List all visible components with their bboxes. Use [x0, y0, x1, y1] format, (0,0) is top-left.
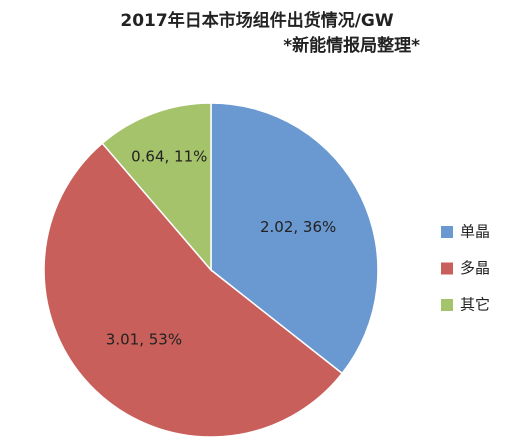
pie-slice — [210, 102, 379, 375]
chart-subtitle: *新能情报局整理* — [283, 35, 420, 56]
legend-swatch — [441, 299, 453, 311]
pie-slice — [43, 142, 344, 438]
data-label: 0.64, 11% — [131, 148, 207, 166]
legend-swatch — [441, 262, 453, 275]
legend-label: 单晶 — [460, 223, 490, 241]
legend-label: 其它 — [460, 296, 490, 314]
data-label: 2.02, 36% — [260, 218, 336, 236]
data-label: 3.01, 53% — [106, 330, 182, 348]
legend-label: 多晶 — [460, 259, 490, 277]
chart-title: 2017年日本市场组件出货情况/GW — [120, 10, 393, 31]
pie-slice — [101, 102, 212, 273]
legend-swatch — [441, 226, 453, 238]
